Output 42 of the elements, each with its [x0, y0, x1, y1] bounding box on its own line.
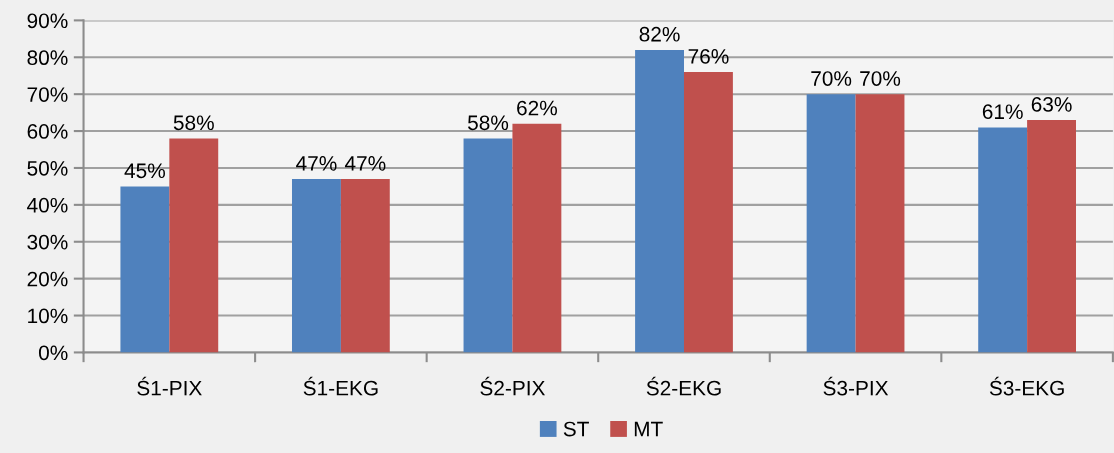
legend-label: MT — [634, 421, 663, 437]
data-label: 62% — [517, 100, 557, 116]
bar — [512, 123, 562, 353]
x-tick-label: Ś1-PIX — [137, 376, 202, 396]
data-label: 47% — [344, 156, 386, 171]
y-tick-label: 50% — [27, 160, 68, 176]
x-tick-label: Ś1-EKG — [303, 376, 378, 396]
data-label: 70% — [860, 71, 901, 86]
x-tick-label: Ś3-PIX — [823, 376, 889, 396]
bar — [291, 179, 341, 353]
legend-label: ST — [563, 421, 589, 437]
y-tick-label: 60% — [27, 124, 68, 139]
bar — [463, 138, 513, 353]
data-label: 58% — [173, 115, 214, 131]
y-tick-label: 80% — [27, 50, 68, 66]
x-tick-label: Ś2-EKG — [646, 376, 721, 396]
y-tick-label: 30% — [27, 234, 68, 250]
y-tick-label: 10% — [28, 308, 68, 324]
bar — [806, 94, 856, 353]
y-tick-label: 20% — [27, 271, 68, 287]
bar — [684, 72, 733, 353]
data-label: 82% — [639, 26, 680, 42]
y-tick-label: 70% — [27, 87, 68, 102]
data-label: 76% — [688, 49, 729, 64]
data-label: 45% — [124, 163, 165, 179]
bar — [978, 127, 1028, 353]
data-label: 70% — [811, 71, 852, 86]
y-tick-label: 90% — [27, 13, 68, 29]
y-tick-label: 40% — [27, 197, 68, 213]
bar — [635, 49, 684, 353]
bar — [855, 94, 905, 353]
data-label: 63% — [1031, 96, 1072, 112]
bar — [340, 179, 390, 353]
x-tick-label: Ś2-PIX — [480, 376, 545, 396]
x-tick-label: Ś3-EKG — [989, 376, 1064, 396]
data-label: 61% — [982, 104, 1023, 120]
data-label: 47% — [296, 156, 337, 171]
y-tick-label: 0% — [38, 345, 68, 361]
bar — [120, 186, 170, 353]
bar — [1027, 120, 1076, 353]
bar — [169, 138, 219, 353]
data-label: 58% — [467, 115, 509, 131]
